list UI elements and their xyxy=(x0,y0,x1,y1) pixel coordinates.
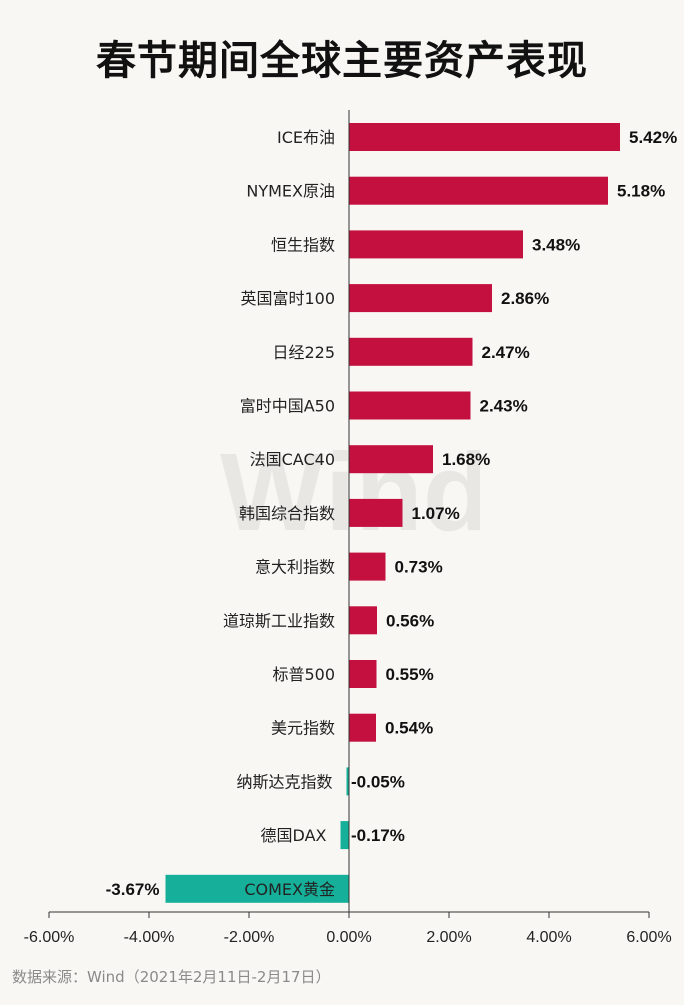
bar-7 xyxy=(349,445,433,474)
bar-4 xyxy=(349,284,492,313)
x-axis: -6.00% -4.00% -2.00% 0.00% 2.00% 4.00% 6.00% xyxy=(24,110,672,946)
x-tick-label-1: -6.00% xyxy=(24,929,75,946)
category-label-8: 韩国综合指数 xyxy=(239,504,335,523)
labels-layer: ICE布油 5.42% NYMEX原油 5.18% 恒生指数 3.48% 英国富时100 2.… xyxy=(106,128,678,899)
x-tick-label-3: -2.00% xyxy=(224,929,275,946)
bar-9 xyxy=(349,552,386,581)
category-label-10: 道琼斯工业指数 xyxy=(223,611,335,630)
category-label-2: NYMEX原油 xyxy=(246,182,335,201)
svg-text:W: W xyxy=(220,435,324,545)
data-label-1: 5.42% xyxy=(629,128,677,147)
bar-15 xyxy=(165,874,349,903)
x-tick-label-2: -4.00% xyxy=(124,929,175,946)
category-label-1: ICE布油 xyxy=(277,128,335,147)
bar-5 xyxy=(349,337,473,366)
x-tick-label-6: 4.00% xyxy=(526,929,571,946)
data-source-note: 数据来源：Wind（2021年2月11日-2月17日） xyxy=(12,968,331,986)
data-label-15: -3.67% xyxy=(106,880,160,899)
data-label-6: 2.43% xyxy=(480,397,528,416)
bar-11 xyxy=(349,660,377,688)
data-label-13: -0.05% xyxy=(351,772,405,791)
data-label-5: 2.47% xyxy=(482,343,530,362)
category-label-14: 德国DAX xyxy=(261,826,327,845)
bar-10 xyxy=(349,606,377,635)
chart-title: 春节期间全球主要资产表现 xyxy=(96,38,588,84)
data-label-4: 2.86% xyxy=(501,289,549,308)
bar-3 xyxy=(349,230,523,259)
bars-layer xyxy=(165,123,620,903)
category-label-15: COMEX黄金 xyxy=(244,880,335,899)
bar-14 xyxy=(340,821,349,850)
category-label-5: 日经225 xyxy=(272,343,335,362)
x-tick-label-4: 0.00% xyxy=(326,929,371,946)
data-label-9: 0.73% xyxy=(395,558,443,577)
category-label-13: 纳斯达克指数 xyxy=(236,772,332,791)
data-label-8: 1.07% xyxy=(412,504,460,523)
category-label-12: 美元指数 xyxy=(271,719,335,738)
bar-chart: ICE布油 5.42% NYMEX原油 5.18% 恒生指数 3.48% 英国富时100 2.… xyxy=(24,110,678,946)
bar-2 xyxy=(349,176,608,205)
bar-1 xyxy=(349,123,620,151)
data-label-14: -0.17% xyxy=(351,826,405,845)
category-label-9: 意大利指数 xyxy=(255,558,335,577)
data-label-7: 1.68% xyxy=(442,450,490,469)
bar-8 xyxy=(349,498,403,527)
data-label-12: 0.54% xyxy=(385,719,433,738)
category-label-3: 恒生指数 xyxy=(271,235,335,254)
x-tick-label-5: 2.00% xyxy=(426,929,471,946)
data-label-10: 0.56% xyxy=(386,611,434,630)
category-label-11: 标普500 xyxy=(272,665,335,684)
data-label-11: 0.55% xyxy=(386,665,434,684)
x-tick-label-7: 6.00% xyxy=(626,929,671,946)
bar-13 xyxy=(346,767,349,796)
category-label-7: 法国CAC40 xyxy=(250,450,335,469)
bar-12 xyxy=(349,713,376,742)
category-label-6: 富时中国A50 xyxy=(240,397,335,416)
category-label-4: 英国富时100 xyxy=(240,289,335,308)
bar-6 xyxy=(349,391,471,420)
data-label-3: 3.48% xyxy=(532,235,580,254)
data-label-2: 5.18% xyxy=(617,182,665,201)
